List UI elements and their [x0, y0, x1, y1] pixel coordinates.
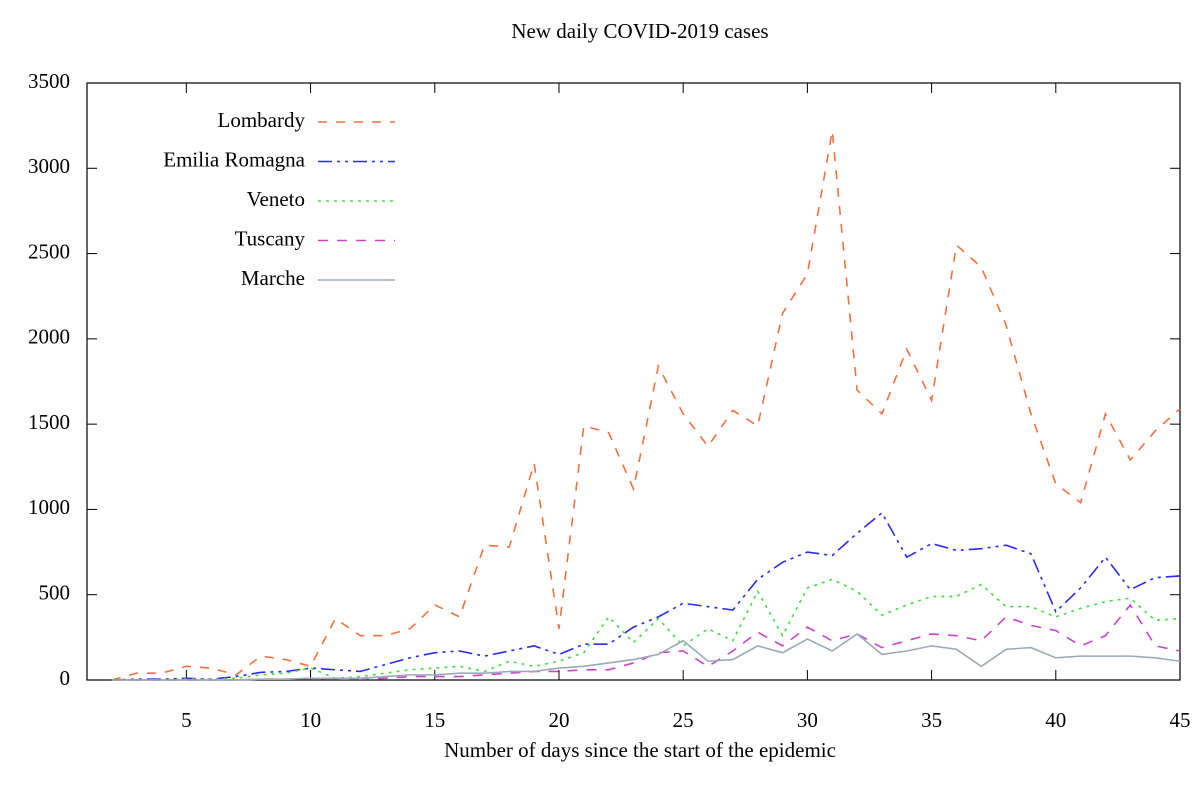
x-tick-label: 5 — [181, 708, 192, 732]
y-tick-label: 2500 — [28, 239, 70, 263]
plot-frame — [86, 82, 1181, 681]
x-tick-label: 20 — [548, 708, 569, 732]
legend-label: Marche — [241, 266, 305, 290]
y-tick-label: 0 — [60, 666, 71, 690]
y-tick-label: 1500 — [28, 410, 70, 434]
y-tick-label: 500 — [39, 581, 71, 605]
y-tick-label: 1000 — [28, 495, 70, 519]
y-tick-label: 3000 — [28, 154, 70, 178]
y-tick-label: 3500 — [28, 69, 70, 93]
x-tick-label: 30 — [797, 708, 818, 732]
x-axis-label: Number of days since the start of the ep… — [444, 738, 836, 762]
legend-label: Emilia Romagna — [163, 147, 305, 171]
series-line — [111, 632, 1181, 681]
series-line — [111, 511, 1181, 681]
x-tick-label: 35 — [921, 708, 942, 732]
series-line — [111, 578, 1181, 681]
y-tick-label: 2000 — [28, 325, 70, 349]
x-tick-label: 45 — [1170, 708, 1191, 732]
chart-title: New daily COVID-2019 cases — [511, 19, 768, 43]
legend-label: Lombardy — [218, 108, 306, 132]
x-tick-label: 15 — [424, 708, 445, 732]
legend-label: Veneto — [247, 187, 305, 211]
series-line — [111, 130, 1181, 681]
x-tick-label: 10 — [300, 708, 321, 732]
x-tick-label: 40 — [1045, 708, 1066, 732]
legend-label: Tuscany — [235, 226, 306, 250]
x-tick-label: 25 — [673, 708, 694, 732]
